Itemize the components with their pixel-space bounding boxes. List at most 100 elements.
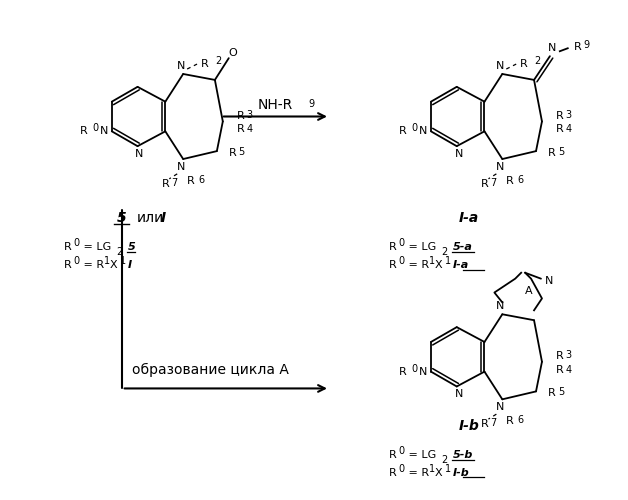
Text: 1: 1 [429, 256, 435, 266]
Text: 6: 6 [517, 415, 523, 425]
Text: N: N [548, 44, 556, 54]
Text: 5: 5 [117, 212, 126, 226]
Text: N: N [496, 162, 504, 172]
Text: O: O [229, 48, 237, 58]
Text: I-a: I-a [453, 260, 469, 270]
Text: 3: 3 [247, 110, 252, 120]
Text: 5: 5 [239, 147, 245, 157]
Text: N: N [496, 302, 504, 312]
Text: R: R [389, 242, 397, 252]
Text: = R: = R [405, 468, 430, 477]
Text: R: R [80, 126, 88, 136]
Text: I-b: I-b [458, 419, 479, 433]
Text: 0: 0 [411, 124, 417, 134]
Text: R: R [389, 450, 397, 460]
Text: N: N [419, 366, 427, 376]
Text: A: A [525, 286, 533, 296]
Text: 0: 0 [398, 256, 404, 266]
Text: или: или [136, 212, 164, 226]
Text: 7: 7 [171, 178, 178, 188]
Text: N: N [419, 126, 427, 136]
Text: 3: 3 [566, 110, 572, 120]
Text: 0: 0 [411, 364, 417, 374]
Text: N: N [177, 61, 185, 71]
Text: X: X [435, 468, 443, 477]
Text: N: N [136, 149, 144, 159]
Text: 2: 2 [116, 247, 122, 257]
Text: 2: 2 [534, 56, 540, 66]
Text: 9: 9 [308, 98, 314, 108]
Text: 4: 4 [566, 124, 572, 134]
Text: 1: 1 [104, 256, 110, 266]
Text: R: R [556, 351, 563, 361]
Text: R: R [520, 59, 528, 69]
Text: R: R [574, 42, 582, 52]
Text: R: R [548, 148, 556, 158]
Text: 4: 4 [566, 364, 572, 374]
Text: R: R [389, 468, 397, 477]
Text: 5-a: 5-a [453, 242, 473, 252]
Text: 0: 0 [398, 446, 404, 456]
Text: 5: 5 [558, 147, 564, 157]
Text: R: R [556, 110, 563, 120]
Text: R: R [399, 366, 407, 376]
Text: R: R [389, 260, 397, 270]
Text: = R: = R [405, 260, 430, 270]
Text: N: N [177, 162, 185, 172]
Text: R: R [556, 124, 563, 134]
Text: R: R [480, 419, 489, 429]
Text: I-a: I-a [458, 212, 479, 226]
Text: 5: 5 [558, 388, 564, 398]
Text: X: X [435, 260, 443, 270]
Text: R: R [161, 178, 169, 188]
Text: R: R [480, 178, 489, 188]
Text: R: R [229, 148, 237, 158]
Text: R: R [399, 126, 407, 136]
Text: 0: 0 [398, 464, 404, 473]
Text: N: N [100, 126, 108, 136]
Text: 7: 7 [490, 418, 497, 428]
Text: R: R [187, 176, 195, 186]
Text: 6: 6 [198, 175, 204, 185]
Text: = R: = R [80, 260, 104, 270]
Text: образование цикла A: образование цикла A [133, 362, 290, 376]
Text: 6: 6 [517, 175, 523, 185]
Text: 2: 2 [441, 454, 447, 464]
Text: 0: 0 [73, 238, 79, 248]
Text: 1: 1 [445, 256, 451, 266]
Text: 5: 5 [127, 242, 136, 252]
Text: 1: 1 [445, 464, 451, 473]
Text: R: R [64, 242, 72, 252]
Text: R: R [237, 110, 244, 120]
Text: R: R [506, 176, 514, 186]
Text: I-b: I-b [453, 468, 470, 477]
Text: 1: 1 [429, 464, 435, 473]
Text: R: R [556, 364, 563, 374]
Text: R: R [64, 260, 72, 270]
Text: N: N [496, 402, 504, 412]
Text: 0: 0 [73, 256, 79, 266]
Text: = LG: = LG [405, 242, 436, 252]
Text: 9: 9 [583, 40, 590, 50]
Text: NH-R: NH-R [257, 98, 293, 112]
Text: 7: 7 [490, 178, 497, 188]
Text: R: R [506, 416, 514, 426]
Text: N: N [544, 276, 553, 285]
Text: R: R [201, 59, 209, 69]
Text: 1: 1 [120, 256, 126, 266]
Text: I: I [161, 212, 166, 226]
Text: 3: 3 [566, 350, 572, 360]
Text: N: N [496, 61, 504, 71]
Text: 0: 0 [92, 124, 98, 134]
Text: 2: 2 [441, 247, 447, 257]
Text: R: R [548, 388, 556, 398]
Text: = LG: = LG [80, 242, 111, 252]
Text: 2: 2 [215, 56, 221, 66]
Text: 4: 4 [247, 124, 252, 134]
Text: N: N [455, 390, 463, 400]
Text: N: N [455, 149, 463, 159]
Text: = LG: = LG [405, 450, 436, 460]
Text: 0: 0 [398, 238, 404, 248]
Text: I: I [127, 260, 132, 270]
Text: 5-b: 5-b [453, 450, 473, 460]
